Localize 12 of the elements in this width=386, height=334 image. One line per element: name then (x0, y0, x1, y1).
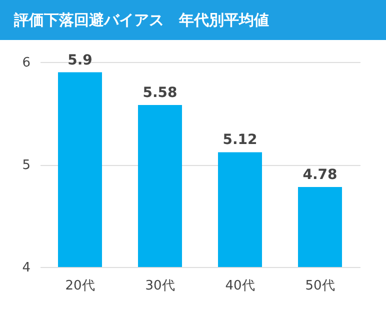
data-label: 4.78 (302, 167, 338, 184)
x-tick-label: 30代 (145, 278, 175, 294)
y-tick-label: 6 (22, 56, 30, 70)
y-tick-label: 4 (22, 260, 30, 276)
y-tick-label: 5 (22, 158, 30, 173)
x-tick-label: 50代 (305, 278, 335, 294)
data-label: 5.12 (222, 132, 258, 148)
data-label: 5.58 (142, 85, 178, 102)
x-tick-label: 20代 (65, 278, 95, 294)
chart-title: 評価下落回避バイアス 年代別平均値 (13, 11, 269, 29)
data-label: 5.9 (68, 52, 92, 68)
x-tick-label: 40代 (225, 278, 255, 294)
